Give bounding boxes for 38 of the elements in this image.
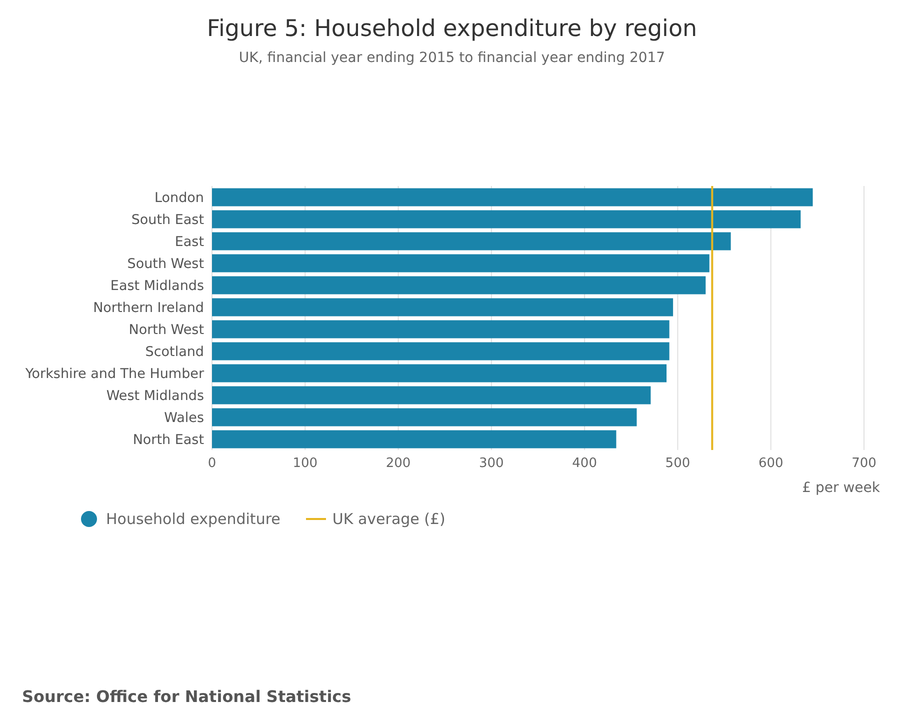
y-tick-label: North East [132,432,204,448]
x-tick-label: 400 [572,456,597,472]
bar [212,342,670,360]
x-tick-label: 100 [292,456,318,472]
chart-title: Figure 5: Household expenditure by region [206,16,698,42]
bar [212,276,706,294]
x-tick-label: 0 [208,456,216,472]
source-note: Source: Office for National Statistics [22,687,352,706]
bar [212,210,801,228]
y-tick-label: Yorkshire and The Humber [24,366,204,382]
legend-label: UK average (£) [331,510,446,528]
y-tick-label: South West [127,256,204,272]
x-tick-label: 700 [852,456,876,472]
y-tick-label: Wales [164,410,204,426]
x-tick-label: 200 [386,456,411,472]
y-tick-label: East Midlands [110,278,204,294]
bar [212,232,731,250]
y-tick-label: South East [131,212,204,228]
y-tick-label: East [174,234,204,250]
x-axis-title: £ per week [801,480,881,496]
y-tick-label: Northern Ireland [93,300,204,316]
x-tick-label: 300 [479,456,504,472]
chart-subtitle: UK, financial year ending 2015 to financial year ending 2017 [238,50,666,66]
y-tick-label: Scotland [145,344,204,360]
y-tick-label: North West [128,322,204,338]
bar [212,254,710,272]
bar [212,364,667,382]
y-tick-label: London [154,190,204,206]
bar [212,188,813,206]
y-tick-label: West Midlands [106,388,204,404]
bar [212,386,651,404]
bar [212,408,637,426]
bar [212,430,616,448]
x-tick-label: 500 [665,456,690,472]
bar [212,320,670,338]
bar [212,298,674,316]
x-tick-label: 600 [758,456,784,472]
legend-label: Household expenditure [105,510,280,528]
